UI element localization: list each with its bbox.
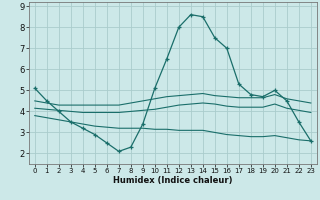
X-axis label: Humidex (Indice chaleur): Humidex (Indice chaleur) bbox=[113, 176, 233, 185]
